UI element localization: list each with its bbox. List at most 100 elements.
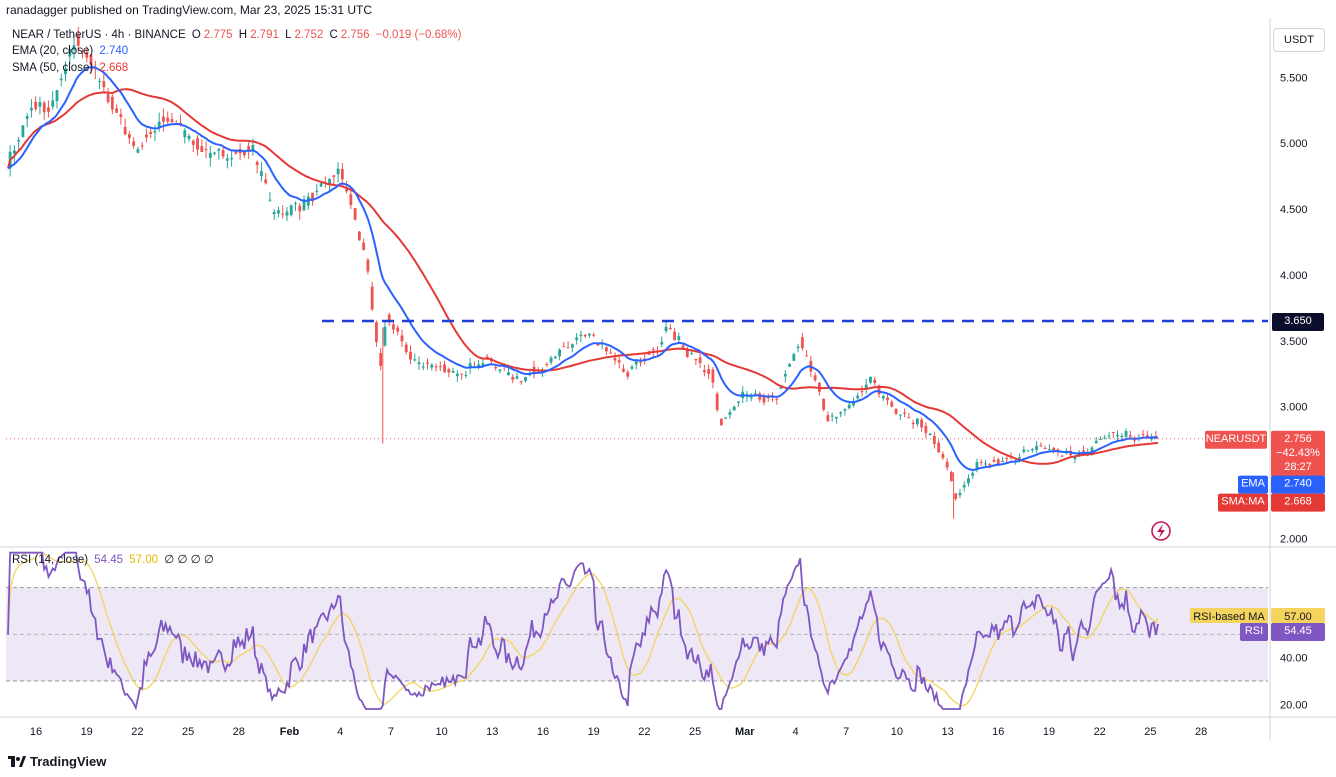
candle-body <box>728 412 732 415</box>
candle-body <box>673 331 676 341</box>
candle-body <box>162 116 165 122</box>
rsi-ma-tag-label: RSI-based MA <box>1193 611 1265 623</box>
candle-body <box>272 212 276 215</box>
rsi-legend-value: 54.45 <box>94 554 124 566</box>
time-tick-label: 10 <box>891 726 903 738</box>
currency-button[interactable]: USDT <box>1273 28 1325 52</box>
candle-body <box>754 393 757 395</box>
time-tick-label: 28 <box>233 726 245 738</box>
candle-body <box>302 200 306 211</box>
candle-body <box>166 117 170 122</box>
tradingview-logo[interactable]: TradingView <box>8 754 106 769</box>
candle-body <box>1035 445 1039 451</box>
candle-body <box>375 322 378 342</box>
time-tick-label: 19 <box>1043 726 1055 738</box>
candle-body <box>1141 434 1145 436</box>
candle-body <box>421 366 425 368</box>
rsi-legend[interactable]: RSI (14, close) 54.45 57.00 ∅ ∅ ∅ ∅ <box>12 554 214 566</box>
candle-body <box>690 353 694 355</box>
candle-body <box>443 364 446 373</box>
rsi-ma-value-bg <box>1271 608 1325 623</box>
candle-body <box>64 68 67 75</box>
candle-body <box>21 125 25 137</box>
candle-body <box>950 471 953 482</box>
time-tick-label: 25 <box>1144 726 1156 738</box>
candle-body <box>340 168 344 180</box>
candle-body <box>247 145 251 152</box>
candle-body <box>396 327 400 332</box>
candle-body <box>1090 447 1094 452</box>
time-tick-label: 10 <box>435 726 447 738</box>
candle-body <box>975 462 979 469</box>
candle-body <box>106 94 110 102</box>
candle-body <box>119 114 123 118</box>
candle-body <box>319 183 323 187</box>
candle-body <box>30 107 33 111</box>
candle-body <box>294 202 297 204</box>
candle-body <box>907 417 911 419</box>
candle-body <box>481 363 485 367</box>
candle-body <box>170 119 174 123</box>
candle-body <box>157 121 161 128</box>
candle-body <box>626 372 630 377</box>
candle-body <box>622 368 625 372</box>
candle-body <box>477 364 481 368</box>
candle-body <box>694 359 698 361</box>
candles <box>8 26 1158 519</box>
candle-body <box>992 459 996 462</box>
rsi-name-tag-text: RSI <box>1245 625 1263 637</box>
candle-body <box>1124 431 1128 437</box>
open-value: 2.775 <box>203 29 233 41</box>
candle-body <box>685 350 689 357</box>
candle-body <box>68 49 72 57</box>
candle-body <box>647 353 651 355</box>
candle-body <box>898 414 902 416</box>
candle-body <box>1128 435 1132 437</box>
time-tick-label: Feb <box>280 726 300 738</box>
rsi-name-tag: RSI <box>1240 622 1268 641</box>
candle-body <box>558 349 561 357</box>
ema-value-tag-text: 2.740 <box>1284 478 1312 490</box>
candle-body <box>123 126 127 135</box>
candle-body <box>281 213 285 215</box>
rsi-tick-label: 40.00 <box>1280 653 1308 665</box>
time-tick-label: 19 <box>588 726 600 738</box>
candle-body <box>941 453 945 458</box>
candle-body <box>311 192 314 202</box>
candle-body <box>1120 435 1124 438</box>
candle-body <box>153 131 157 133</box>
candle-body <box>617 360 621 363</box>
candle-body <box>732 406 736 411</box>
candle-body <box>911 422 915 425</box>
candle-body <box>860 391 864 393</box>
candle-body <box>1005 457 1009 459</box>
candle-body <box>762 396 766 403</box>
candle-body <box>843 408 847 411</box>
candle-body <box>38 102 42 107</box>
candle-body <box>438 366 442 368</box>
candle-body <box>698 357 702 363</box>
price-tick-label: 4.000 <box>1280 270 1308 282</box>
candle-body <box>792 354 796 361</box>
candle-body <box>298 205 302 212</box>
candle-body <box>204 149 208 151</box>
candle-body <box>962 484 966 488</box>
candle-body <box>549 357 553 363</box>
price-tick-label: 5.500 <box>1280 72 1308 84</box>
sma-legend[interactable]: SMA (50, close) 2.668 <box>12 62 129 74</box>
close-value: 2.756 <box>340 29 370 41</box>
ema-legend[interactable]: EMA (20, close) 2.740 <box>12 45 129 57</box>
candle-body <box>140 145 144 147</box>
candle-body <box>42 102 46 113</box>
candle-body <box>634 361 638 365</box>
candle-body <box>788 364 791 367</box>
candle-body <box>805 355 809 357</box>
time-tick-label: 13 <box>486 726 498 738</box>
candle-body <box>651 349 655 351</box>
candle-body <box>613 358 617 361</box>
candle-body <box>387 314 391 323</box>
candle-body <box>984 463 987 465</box>
candle-body <box>277 210 280 214</box>
ema-20-line <box>7 66 1159 471</box>
